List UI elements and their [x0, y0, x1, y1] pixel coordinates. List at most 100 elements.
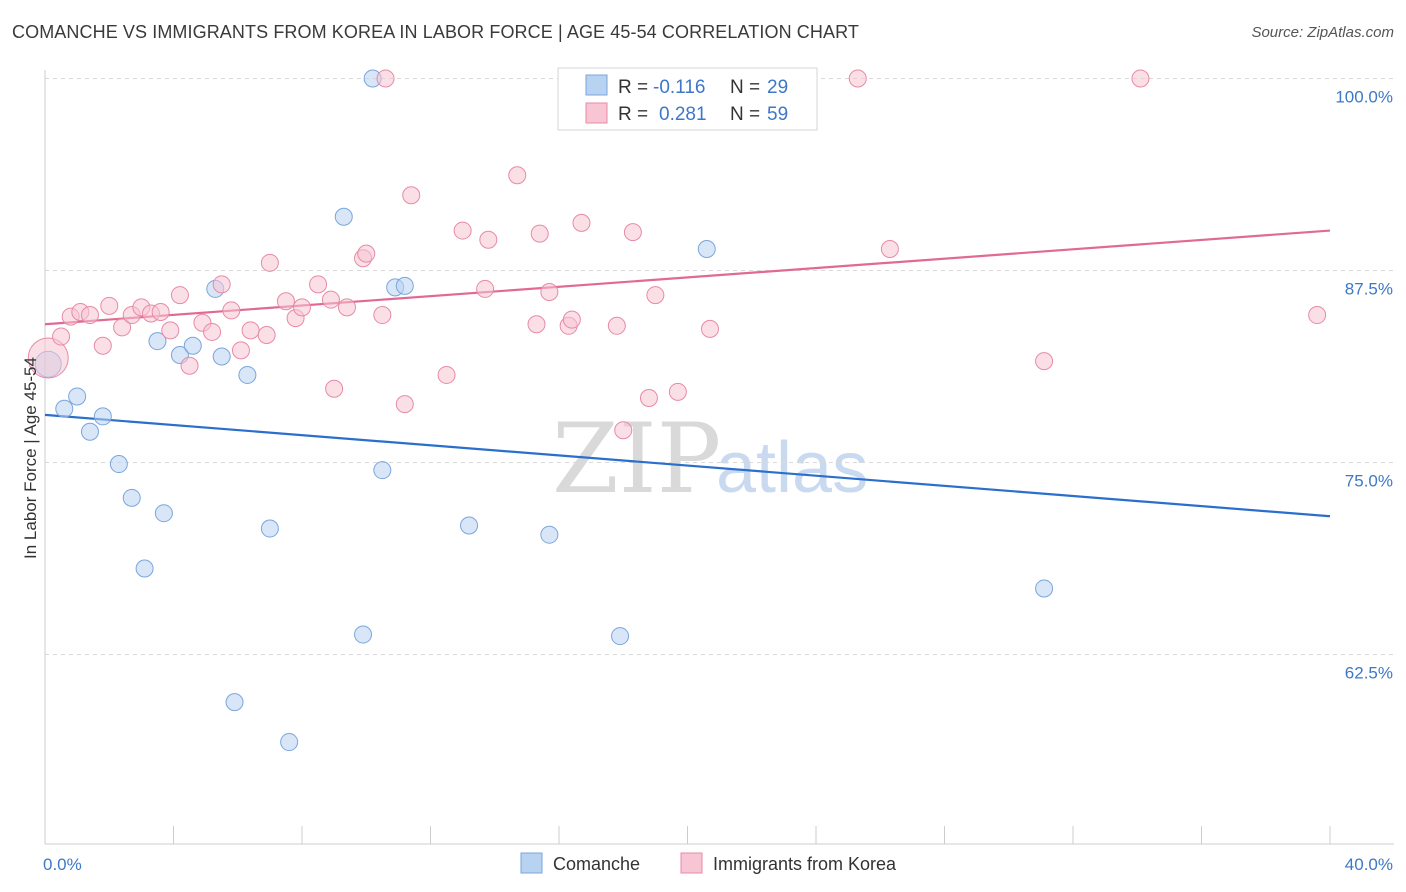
korea-point [572, 213, 591, 232]
y-tick-label: 87.5% [1345, 280, 1393, 299]
korea-trend-line [44, 229, 1331, 326]
korea-point [93, 336, 112, 355]
comanche-point [460, 516, 479, 535]
korea-point [212, 275, 231, 294]
y-tick-label: 75.0% [1345, 472, 1393, 491]
trend-layer [44, 229, 1331, 518]
korea-point [170, 286, 189, 305]
x-tick-label: 0.0% [43, 855, 82, 874]
comanche-point [109, 455, 128, 474]
legend-r-label: R = [618, 77, 648, 98]
watermark-zip: ZIP [552, 403, 721, 515]
comanche-point [148, 332, 167, 351]
comanche-trend-line [44, 413, 1331, 518]
korea-point [203, 322, 222, 341]
comanche-point [395, 276, 414, 295]
legend-r-value: -0.116 [653, 77, 705, 98]
watermark-atlas: atlas [716, 428, 868, 508]
korea-point [639, 388, 658, 407]
korea-point [395, 395, 414, 414]
legend-swatch-korea [585, 102, 608, 124]
series-legend: Comanche Immigrants from Korea [520, 852, 897, 874]
korea-point [530, 224, 549, 243]
comanche-point [225, 693, 244, 712]
comanche-point [373, 461, 392, 480]
legend-r-label: R = [618, 104, 648, 125]
korea-point [373, 306, 392, 325]
comanche-point [183, 336, 202, 355]
korea-point [614, 421, 633, 440]
legend-r-value: 0.281 [659, 104, 707, 125]
comanche-point [93, 407, 112, 426]
bottom-legend-swatch-comanche [520, 852, 543, 874]
legend-n-value: 29 [767, 77, 788, 98]
comanche-point [122, 488, 141, 507]
korea-point [402, 186, 421, 205]
korea-point [222, 301, 241, 320]
korea-point [437, 365, 456, 384]
point-layer [27, 69, 1327, 752]
bottom-legend-swatch-korea [680, 852, 703, 874]
comanche-point [540, 525, 559, 544]
korea-point [52, 327, 71, 346]
comanche-point [354, 625, 373, 644]
korea-point [607, 316, 626, 335]
legend-n-label: N = [730, 77, 760, 98]
comanche-point [212, 347, 231, 366]
y-tick-label: 100.0% [1335, 88, 1393, 107]
legend-n-value: 59 [767, 104, 788, 125]
korea-point [357, 244, 376, 263]
y-axis-title: In Labor Force | Age 45-54 [21, 357, 40, 559]
korea-point [180, 356, 199, 375]
y-tick-label: 62.5% [1345, 664, 1393, 683]
korea-point [848, 69, 867, 88]
bottom-legend-label-korea: Immigrants from Korea [713, 854, 897, 874]
comanche-point [80, 422, 99, 441]
korea-point [700, 319, 719, 338]
korea-point [113, 318, 132, 337]
comanche-point [697, 239, 716, 258]
korea-point [476, 279, 495, 298]
korea-point [1308, 306, 1327, 325]
korea-point [161, 321, 180, 340]
korea-point [646, 286, 665, 305]
korea-point [151, 302, 170, 321]
comanche-point [55, 399, 74, 418]
source-label: Source: ZipAtlas.com [1251, 24, 1394, 41]
comanche-point [611, 627, 630, 646]
korea-point [27, 337, 69, 379]
correlation-legend: R = -0.116 N = 29 R = 0.281 N = 59 [557, 67, 818, 131]
korea-point [562, 310, 581, 329]
x-tick-label: 40.0% [1345, 855, 1393, 874]
korea-point [540, 283, 559, 302]
comanche-point [68, 387, 87, 406]
comanche-point [260, 519, 279, 538]
korea-point [453, 221, 472, 240]
korea-point [241, 321, 260, 340]
korea-point [100, 296, 119, 315]
korea-point [479, 230, 498, 249]
korea-point [260, 253, 279, 272]
comanche-point [334, 207, 353, 226]
korea-point [1131, 69, 1150, 88]
korea-point [1035, 352, 1054, 371]
korea-point [80, 306, 99, 325]
korea-point [231, 341, 250, 360]
comanche-point [238, 365, 257, 384]
legend-n-label: N = [730, 104, 760, 125]
korea-point [527, 315, 546, 334]
korea-point [321, 290, 340, 309]
comanche-point [135, 559, 154, 578]
korea-point [257, 326, 276, 345]
comanche-point [1035, 579, 1054, 598]
korea-point [309, 275, 328, 294]
chart-title: COMANCHE VS IMMIGRANTS FROM KOREA IN LAB… [12, 22, 859, 42]
korea-point [293, 298, 311, 317]
korea-point [337, 298, 356, 317]
legend-swatch-comanche [585, 74, 608, 96]
comanche-point [280, 733, 299, 752]
korea-point [623, 223, 642, 242]
axis-layer: 62.5% 75.0% 87.5% 100.0% 0.0% 40.0% [43, 70, 1394, 874]
korea-point [276, 292, 295, 311]
